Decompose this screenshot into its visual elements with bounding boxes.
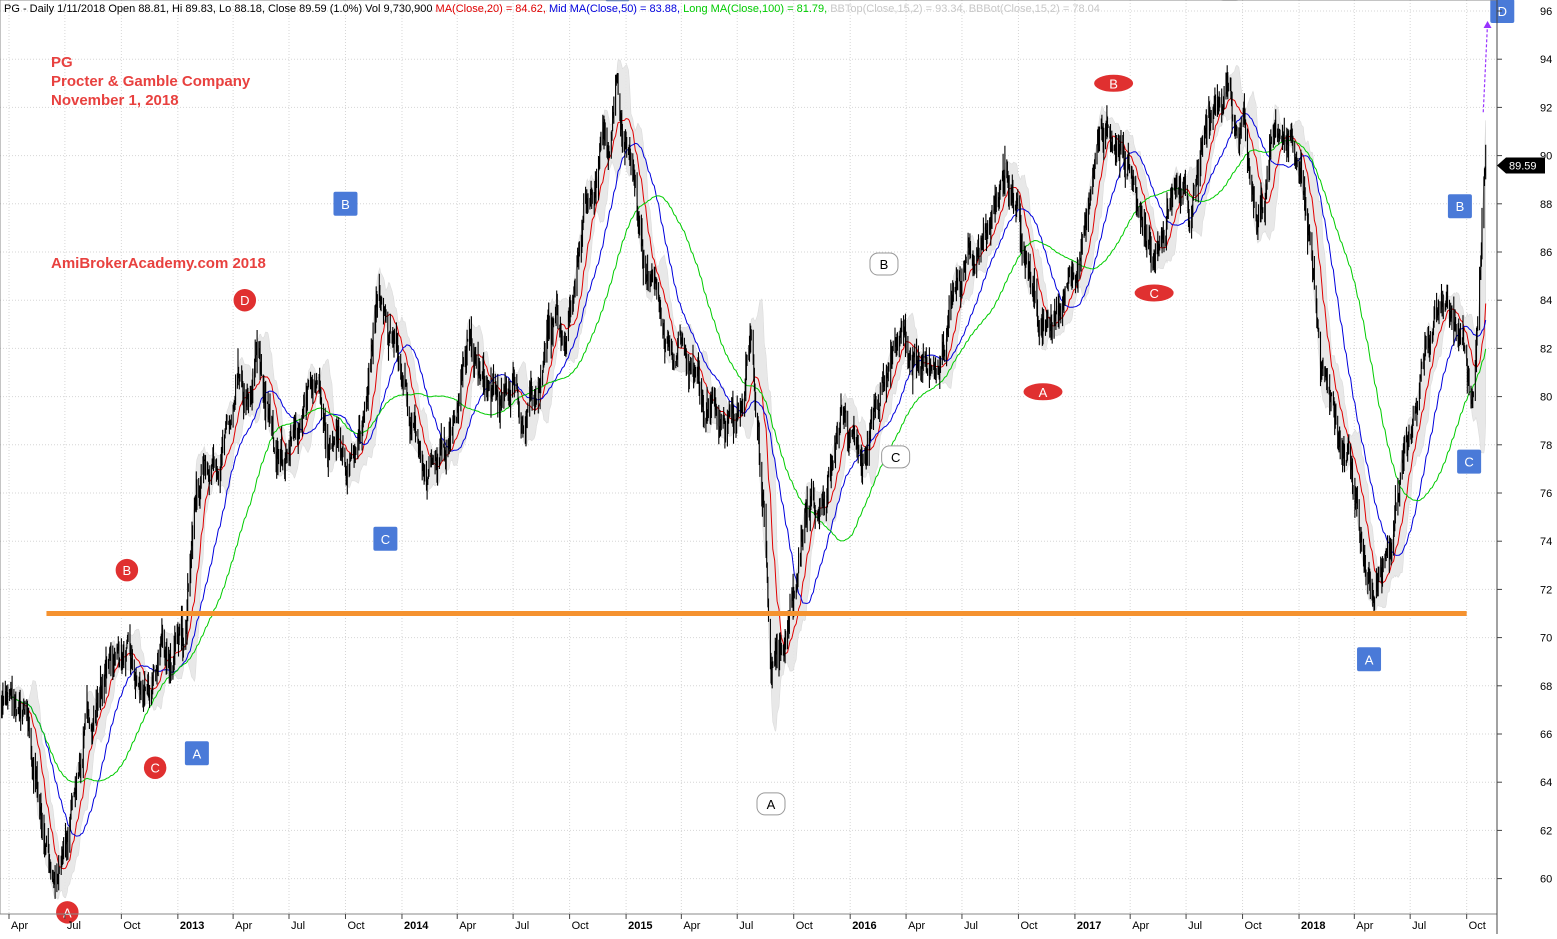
- marker-label: C: [1149, 286, 1158, 301]
- marker-label: A: [193, 746, 202, 761]
- x-tick-label: Apr: [1356, 920, 1373, 932]
- x-tick-label: Apr: [235, 920, 252, 932]
- company-name-note: Procter & Gamble Company: [51, 73, 251, 90]
- marker-label: D: [240, 293, 249, 308]
- x-tick-label: Jul: [67, 920, 81, 932]
- bollinger-band: [14, 60, 1486, 899]
- header-segment: PG - Daily 1/11/2018 Open 88.81, Hi 89.8…: [4, 3, 436, 15]
- x-tick-label: Jul: [291, 920, 305, 932]
- x-tick-label: Oct: [1020, 920, 1037, 932]
- x-tick-label: Oct: [123, 920, 140, 932]
- x-tick-label: Apr: [908, 920, 925, 932]
- header-segment: MA(Close,20) = 84.62,: [436, 3, 549, 15]
- y-tick-label: 96: [1540, 6, 1552, 18]
- y-tick-label: 72: [1540, 584, 1552, 596]
- y-tick-label: 60: [1540, 874, 1552, 886]
- x-tick-label: Oct: [796, 920, 813, 932]
- header-segment: Mid MA(Close,50) = 83.88,: [549, 3, 683, 15]
- y-tick-label: 94: [1540, 54, 1552, 66]
- header-segment: Long MA(Close,100) = 81.79,: [683, 3, 830, 15]
- date-note: November 1, 2018: [51, 92, 179, 109]
- wave-marker-b: B: [1094, 74, 1134, 92]
- header-segment: BBTop(Close,15,2) = 93.34,: [830, 3, 969, 15]
- wave-marker-a: A: [1357, 647, 1381, 671]
- x-tick-label: Oct: [1469, 920, 1486, 932]
- x-tick-label: Oct: [347, 920, 364, 932]
- header-quote-line: PG - Daily 1/11/2018 Open 88.81, Hi 89.8…: [4, 3, 1100, 15]
- y-tick-label: 80: [1540, 392, 1552, 404]
- x-tick-label: Oct: [572, 920, 589, 932]
- wave-marker-b: B: [1448, 194, 1472, 218]
- last-price-tag: 89.59: [1497, 157, 1545, 173]
- wave-marker-c: C: [373, 527, 397, 551]
- x-tick-label: Jul: [739, 920, 753, 932]
- wave-marker-c: C: [882, 446, 910, 468]
- projection-arrow-head: [1484, 21, 1492, 28]
- marker-label: C: [891, 450, 900, 465]
- y-tick-label: 78: [1540, 440, 1552, 452]
- marker-label: B: [123, 563, 132, 578]
- x-tick-label: Jul: [1188, 920, 1202, 932]
- y-tick-label: 68: [1540, 681, 1552, 693]
- marker-label: A: [767, 797, 776, 812]
- y-tick-label: 74: [1540, 536, 1552, 548]
- last-price-label: 89.59: [1509, 160, 1537, 172]
- marker-label: A: [1365, 652, 1374, 667]
- y-tick-label: 88: [1540, 199, 1552, 211]
- x-tick-label: Apr: [459, 920, 476, 932]
- wave-marker-a: A: [1023, 383, 1063, 401]
- x-tick-label: 2015: [628, 920, 652, 932]
- y-tick-label: 86: [1540, 247, 1552, 259]
- wave-marker-a: A: [757, 793, 785, 815]
- marker-label: C: [381, 532, 390, 547]
- x-tick-label: Apr: [683, 920, 700, 932]
- projection-arrow: [1483, 23, 1487, 112]
- y-tick-label: 70: [1540, 633, 1552, 645]
- wave-marker-b: B: [333, 192, 357, 216]
- marker-label: B: [1456, 199, 1465, 214]
- y-tick-label: 82: [1540, 343, 1552, 355]
- marker-label: B: [880, 257, 889, 272]
- x-tick-label: 2014: [404, 920, 429, 932]
- marker-label: A: [63, 905, 72, 920]
- bollinger-band-layer: [14, 60, 1486, 899]
- x-tick-label: 2017: [1077, 920, 1101, 932]
- y-tick-label: 84: [1540, 295, 1552, 307]
- marker-label: C: [150, 761, 159, 776]
- marker-label: C: [1464, 455, 1473, 470]
- wave-marker-c: C: [1134, 284, 1174, 302]
- wave-marker-a: A: [185, 741, 209, 765]
- x-tick-label: Apr: [1132, 920, 1149, 932]
- y-tick-label: 66: [1540, 729, 1552, 741]
- marker-label: A: [1039, 385, 1048, 400]
- watermark-note: AmiBrokerAcademy.com 2018: [51, 255, 266, 272]
- wave-marker-d: D: [1490, 0, 1514, 23]
- marker-label: B: [1109, 76, 1118, 91]
- x-tick-label: 2016: [852, 920, 876, 932]
- x-tick-label: 2013: [180, 920, 204, 932]
- wave-marker-c: C: [1457, 450, 1481, 474]
- marker-label: B: [341, 197, 350, 212]
- y-tick-label: 92: [1540, 102, 1552, 114]
- header-segment: BBBot(Close,15,2) = 78.04: [969, 3, 1100, 15]
- x-tick-label: Jul: [964, 920, 978, 932]
- y-tick-label: 62: [1540, 825, 1552, 837]
- x-tick-label: 2018: [1301, 920, 1325, 932]
- x-tick-label: Apr: [11, 920, 28, 932]
- x-tick-label: Jul: [515, 920, 529, 932]
- x-tick-label: Oct: [1245, 920, 1262, 932]
- y-tick-label: 76: [1540, 488, 1552, 500]
- wave-marker-b: B: [115, 558, 139, 582]
- wave-marker-b: B: [870, 253, 898, 275]
- x-tick-label: Jul: [1412, 920, 1426, 932]
- y-tick-label: 64: [1540, 777, 1552, 789]
- ticker-note: PG: [51, 54, 73, 71]
- wave-marker-c: C: [143, 756, 167, 780]
- wave-marker-d: D: [233, 288, 257, 312]
